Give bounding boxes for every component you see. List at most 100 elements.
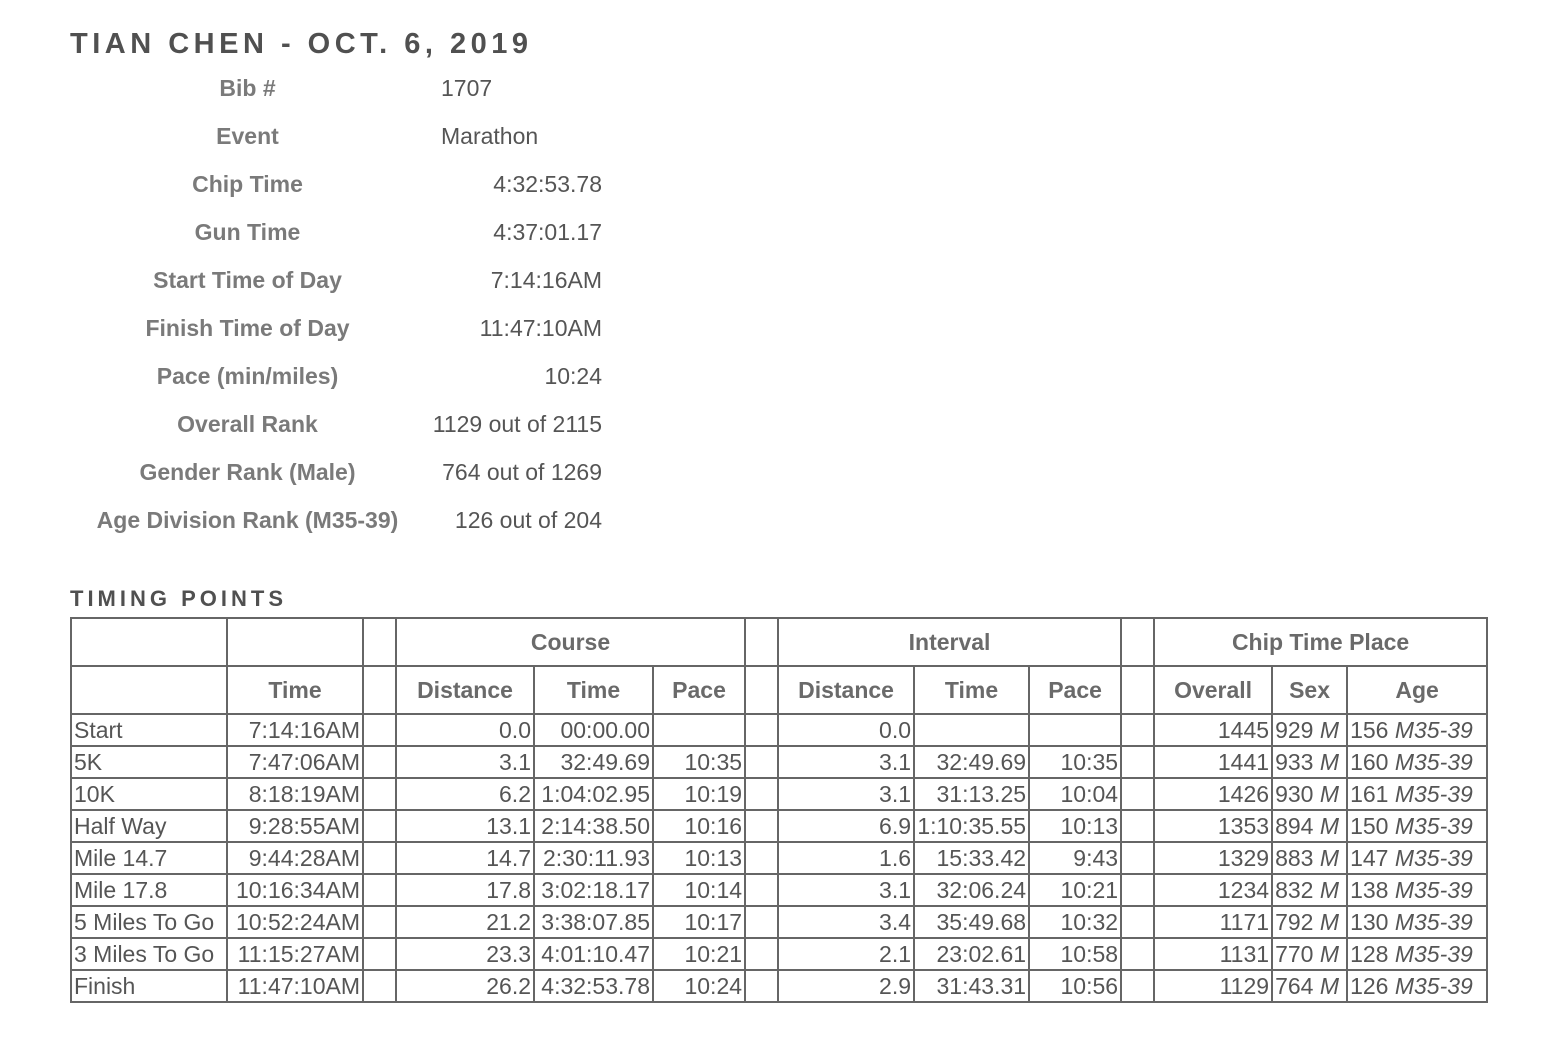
summary-label: Chip Time [192, 170, 303, 197]
table-row: Mile 17.8 10:16:34AM 17.8 3:02:18.17 10:14 3.… [70, 873, 1489, 907]
age-division: M35-39 [1394, 877, 1473, 903]
cell-course-time: 00:00.00 [533, 713, 654, 747]
cell-course-distance: 26.2 [395, 969, 535, 1003]
cell-interval-distance: 2.1 [777, 937, 916, 971]
summary-value: 1707 [441, 74, 493, 101]
summary-row: Age Division Rank (M35-39) 126 out of 204 [70, 496, 630, 544]
sex-place: 933 [1275, 749, 1314, 775]
group-header-course: Course [394, 617, 747, 667]
summary-label: Event [216, 122, 279, 149]
cell-spacer [1120, 777, 1156, 811]
cell-age: 161 M35-39 [1346, 777, 1489, 811]
age-division: M35-39 [1394, 909, 1473, 935]
cell-point: Start [70, 713, 228, 747]
cell-overall: 1129 [1153, 969, 1274, 1003]
summary-value: 1129 out of 2115 [432, 410, 602, 437]
cell-point: Finish [70, 969, 228, 1003]
cell-course-distance: 21.2 [395, 905, 535, 939]
col-header-age: Age [1346, 665, 1489, 715]
cell-interval-time: 32:06.24 [913, 873, 1031, 907]
sex-place: 764 [1275, 973, 1314, 999]
cell-spacer [744, 841, 780, 875]
cell-age: 147 M35-39 [1346, 841, 1489, 875]
sex-code: M [1319, 973, 1339, 999]
age-place: 126 [1350, 973, 1389, 999]
sex-place: 832 [1275, 877, 1314, 903]
cell-sex: 930 M [1271, 777, 1349, 811]
cell-interval-distance: 6.9 [777, 809, 916, 843]
cell-course-time: 2:30:11.93 [533, 841, 654, 875]
table-row: Half Way 9:28:55AM 13.1 2:14:38.50 10:16 6.9 1… [70, 809, 1489, 843]
cell-course-pace: 10:17 [651, 905, 747, 939]
cell-spacer [1120, 905, 1156, 939]
cell-age: 130 M35-39 [1346, 905, 1489, 939]
result-summary: Bib # 1707 Event Marathon Chip Time 4:32:53.7… [70, 64, 630, 544]
cell-interval-time: 31:43.31 [913, 969, 1031, 1003]
group-header-interval: Interval [777, 617, 1123, 667]
summary-label: Gender Rank (Male) [139, 458, 356, 485]
table-row: Mile 14.7 9:44:28AM 14.7 2:30:11.93 10:13 1.6… [70, 841, 1489, 875]
summary-row: Chip Time 4:32:53.78 [70, 160, 630, 208]
cell-spacer [1120, 841, 1156, 875]
summary-value: Marathon [441, 122, 539, 149]
header-blank [70, 617, 228, 667]
sex-place: 770 [1275, 941, 1314, 967]
age-division: M35-39 [1394, 781, 1473, 807]
cell-time: 7:14:16AM [226, 713, 364, 747]
cell-course-time: 4:01:10.47 [533, 937, 654, 971]
summary-label: Bib # [219, 74, 276, 101]
cell-age: 138 M35-39 [1346, 873, 1489, 907]
group-header-chip-time-place: Chip Time Place [1153, 617, 1489, 667]
cell-age: 126 M35-39 [1346, 969, 1489, 1003]
summary-row: Gun Time 4:37:01.17 [70, 208, 630, 256]
cell-spacer [362, 905, 397, 939]
cell-spacer [744, 745, 780, 779]
table-row: 5 Miles To Go 10:52:24AM 21.2 3:38:07.85 10:… [70, 905, 1489, 939]
summary-label: Overall Rank [177, 410, 318, 437]
sex-code: M [1319, 941, 1339, 967]
cell-interval-pace: 9:43 [1028, 841, 1123, 875]
cell-spacer [744, 777, 780, 811]
col-header-time: Time [226, 665, 364, 715]
col-header-interval-pace: Pace [1028, 665, 1123, 715]
col-header-sex: Sex [1271, 665, 1349, 715]
cell-sex: 933 M [1271, 745, 1349, 779]
cell-sex: 764 M [1271, 969, 1349, 1003]
cell-sex: 832 M [1271, 873, 1349, 907]
cell-age: 150 M35-39 [1346, 809, 1489, 843]
cell-course-time: 32:49.69 [533, 745, 654, 779]
cell-sex: 792 M [1271, 905, 1349, 939]
cell-interval-pace: 10:04 [1028, 777, 1123, 811]
col-header-course-time: Time [533, 665, 654, 715]
cell-time: 8:18:19AM [226, 777, 364, 811]
cell-spacer [1120, 713, 1156, 747]
age-division: M35-39 [1394, 813, 1473, 839]
cell-interval-distance: 3.4 [777, 905, 916, 939]
cell-spacer [1120, 745, 1156, 779]
summary-value: 11:47:10AM [479, 314, 602, 341]
page-title: TIAN CHEN - OCT. 6, 2019 [70, 28, 533, 60]
cell-point: 10K [70, 777, 228, 811]
cell-spacer [744, 905, 780, 939]
cell-spacer [744, 809, 780, 843]
cell-age: 160 M35-39 [1346, 745, 1489, 779]
cell-spacer [362, 841, 397, 875]
summary-row: Finish Time of Day 11:47:10AM [70, 304, 630, 352]
sex-code: M [1319, 909, 1339, 935]
cell-point: 5 Miles To Go [70, 905, 228, 939]
cell-course-pace: 10:13 [651, 841, 747, 875]
sex-place: 883 [1275, 845, 1314, 871]
cell-overall: 1171 [1153, 905, 1274, 939]
age-place: 147 [1350, 845, 1389, 871]
cell-course-pace: 10:21 [651, 937, 747, 971]
cell-spacer [362, 713, 397, 747]
age-place: 138 [1350, 877, 1389, 903]
summary-value: 7:14:16AM [490, 266, 602, 293]
age-division: M35-39 [1394, 749, 1473, 775]
summary-value: 126 out of 204 [454, 506, 602, 533]
sex-place: 930 [1275, 781, 1314, 807]
summary-label: Gun Time [194, 218, 301, 245]
cell-spacer [362, 745, 397, 779]
header-spacer [744, 617, 780, 667]
cell-spacer [744, 937, 780, 971]
